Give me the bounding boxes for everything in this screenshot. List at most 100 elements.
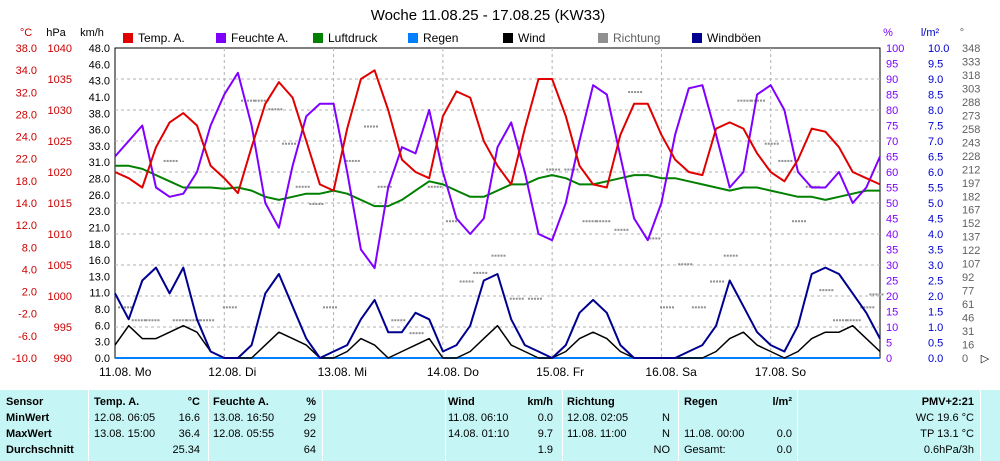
min-hum-val: 29: [303, 412, 316, 424]
direction-point: [166, 159, 169, 162]
header-pmv: PMV+2:21: [921, 396, 974, 408]
legend-swatch: [313, 33, 323, 43]
direction-point: [757, 99, 760, 102]
direction-point: [253, 99, 256, 102]
header-hum: Feuchte A.: [213, 396, 269, 408]
max-temp-time: 13.08. 15:00: [94, 428, 156, 440]
direction-point: [828, 289, 831, 292]
tick-rain: 0.5: [928, 338, 943, 350]
tick-press: 1040: [48, 43, 72, 55]
tick-temp: 32.0: [16, 87, 37, 99]
tick-wind: 43.0: [89, 76, 110, 88]
direction-point: [304, 185, 307, 188]
direction-point: [364, 125, 366, 128]
direction-point: [623, 228, 626, 231]
x-label: 13.08. Mi: [318, 365, 367, 379]
direction-point: [855, 319, 858, 322]
direction-point: [687, 263, 690, 266]
direction-point: [521, 297, 524, 300]
tick-press: 990: [54, 353, 72, 365]
tick-rain: 1.5: [928, 307, 943, 319]
direction-point: [652, 237, 655, 240]
direction-point: [118, 306, 121, 309]
legend-swatch: [598, 33, 608, 43]
direction-point: [703, 306, 706, 309]
direction-point: [280, 108, 283, 111]
direction-point: [357, 159, 360, 162]
direction-point: [192, 319, 195, 322]
tick-temp: -2.0: [18, 309, 37, 321]
direction-point: [175, 319, 178, 322]
direction-point: [228, 306, 231, 309]
direction-point: [231, 306, 234, 309]
tick-hum: 70: [886, 136, 898, 148]
direction-point: [497, 254, 500, 257]
x-label: 11.08. Mo: [99, 365, 152, 379]
direction-point: [576, 168, 579, 171]
direction-point: [257, 99, 260, 102]
direction-point: [792, 220, 795, 223]
direction-point: [454, 220, 457, 223]
direction-point: [203, 319, 206, 322]
direction-point: [778, 159, 781, 162]
tick-dir: 107: [962, 259, 980, 271]
direction-point: [875, 293, 878, 296]
tick-dir: 46: [962, 313, 974, 325]
row-min-label: MinWert: [6, 412, 50, 424]
legend-label: Temp. A.: [138, 31, 185, 45]
direction-point: [326, 306, 329, 309]
series-line: [114, 71, 881, 270]
direction-point: [468, 280, 471, 283]
direction-point: [833, 319, 836, 322]
direction-point: [268, 108, 271, 111]
min-wind-time: 11.08. 06:10: [448, 412, 509, 424]
tick-wind: 33.0: [89, 141, 110, 153]
direction-point: [515, 297, 518, 300]
series-line: [114, 324, 881, 359]
tick-press: 1025: [48, 136, 72, 148]
avg-temp-val: 25.34: [172, 444, 200, 456]
direction-point: [760, 99, 763, 102]
direction-point: [181, 319, 184, 322]
direction-point: [294, 142, 297, 145]
unit-wind: km/h: [80, 27, 104, 39]
row-max-label: MaxWert: [6, 428, 52, 440]
direction-point: [620, 228, 623, 231]
tick-temp: 18.0: [16, 176, 37, 188]
legend-label: Windböen: [707, 31, 761, 45]
tick-hum: 100: [886, 43, 904, 55]
header-sensor: Sensor: [6, 396, 44, 408]
direction-point: [594, 220, 597, 223]
series-line: [115, 164, 880, 208]
direction-point: [418, 332, 421, 335]
tick-dir: 152: [962, 218, 980, 230]
tick-dir: 122: [962, 245, 980, 257]
direction-point: [154, 319, 157, 322]
tick-hum: 0: [886, 353, 892, 365]
direction-point: [373, 125, 375, 128]
direction-point: [318, 203, 321, 205]
tick-hum: 40: [886, 229, 898, 241]
direction-point: [512, 297, 515, 300]
direction-point: [354, 159, 357, 162]
direction-point: [312, 203, 315, 205]
direction-point: [805, 185, 808, 188]
tick-wind: 13.0: [89, 271, 110, 283]
x-label: 14.08. Do: [427, 365, 479, 379]
tick-temp: 24.0: [16, 132, 37, 144]
direction-point: [845, 319, 848, 322]
direction-point: [678, 263, 681, 266]
max-hum-time: 12.08. 05:55: [213, 428, 275, 440]
tick-wind: 38.0: [89, 108, 110, 120]
direction-point: [764, 142, 767, 145]
direction-point: [415, 332, 418, 335]
min-hum-time: 13.08. 16:50: [213, 412, 275, 424]
tick-temp: 8.0: [22, 242, 37, 254]
direction-point: [403, 319, 406, 322]
tick-rain: 5.0: [928, 198, 943, 210]
tick-press: 1000: [48, 291, 72, 303]
direction-point: [852, 319, 855, 322]
direction-point: [127, 306, 130, 309]
direction-point: [134, 319, 137, 322]
min-temp-time: 12.08. 06:05: [94, 412, 156, 424]
